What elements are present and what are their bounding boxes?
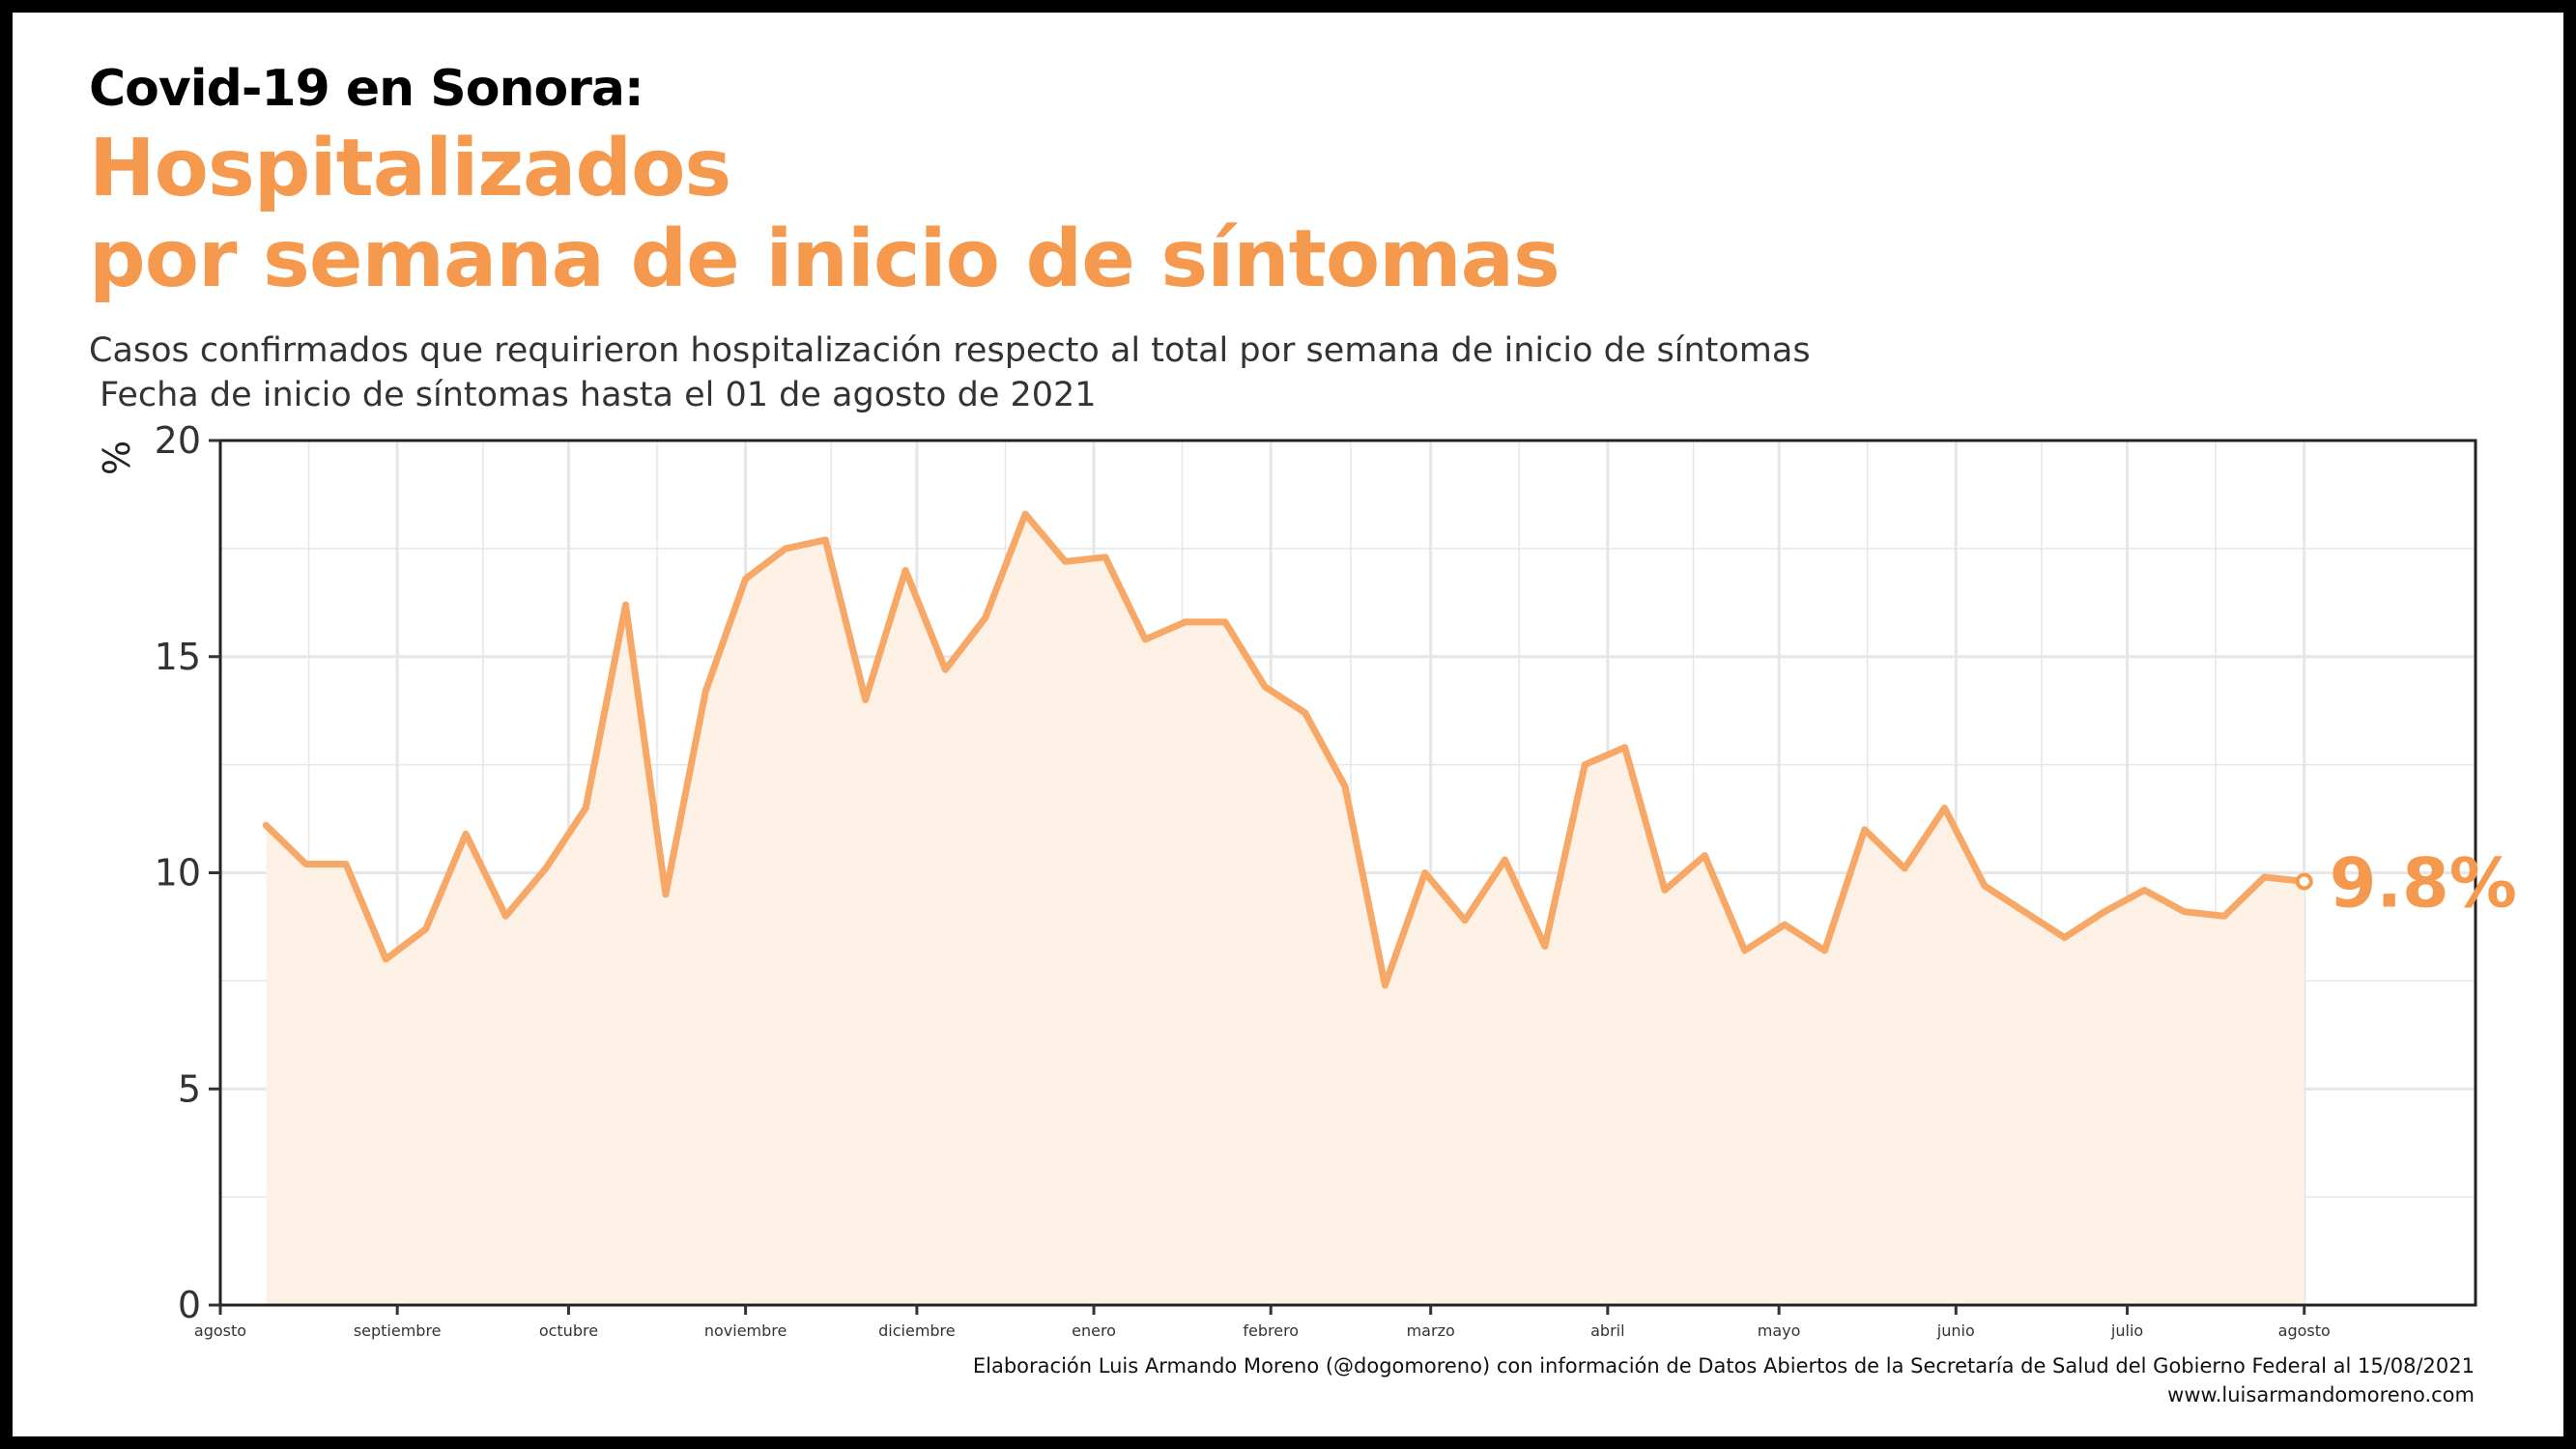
data-point xyxy=(583,805,588,810)
data-point xyxy=(983,614,988,620)
x-tick-label: febrero xyxy=(1243,1321,1299,1340)
data-point xyxy=(702,689,708,695)
data-point xyxy=(1183,619,1188,625)
data-point xyxy=(423,926,429,932)
series-line xyxy=(262,510,2308,989)
data-point xyxy=(1941,805,1947,810)
data-point xyxy=(1422,870,1428,876)
data-point xyxy=(1063,558,1069,564)
data-point xyxy=(2182,909,2188,915)
data-point xyxy=(1662,887,1668,893)
data-point xyxy=(1262,684,1268,690)
data-point xyxy=(1302,710,1308,716)
data-point xyxy=(863,697,869,703)
chart-subtitle-line-1: Casos confirmados que requirieron hospit… xyxy=(89,331,1811,370)
chart-kicker: Covid-19 en Sonora: xyxy=(89,60,644,118)
x-tick-label: marzo xyxy=(1407,1321,1455,1340)
x-tick-label: agosto xyxy=(2278,1321,2331,1340)
data-point xyxy=(1222,619,1228,625)
data-point xyxy=(502,913,508,919)
data-point xyxy=(1542,944,1548,950)
y-tick-label: 20 xyxy=(155,419,201,462)
data-point xyxy=(383,956,388,962)
x-tick-label: abril xyxy=(1590,1321,1624,1340)
data-point xyxy=(1782,922,1788,927)
x-tick-label: octubre xyxy=(539,1321,598,1340)
data-point xyxy=(1702,853,1707,859)
y-tick-label: 0 xyxy=(178,1284,201,1326)
data-point xyxy=(1102,554,1108,560)
data-point xyxy=(2221,913,2227,919)
data-point xyxy=(343,862,349,867)
annotation-layer: 9.8% xyxy=(2295,843,2517,923)
chart-title: Hospitalizados por semana de inicio de s… xyxy=(89,124,1560,305)
last-value-label: 9.8% xyxy=(2330,843,2517,923)
data-point xyxy=(1821,948,1827,953)
chart-subtitle-line-2: Fecha de inicio de síntomas hasta el 01 … xyxy=(89,376,1097,414)
data-point xyxy=(663,892,669,897)
data-point xyxy=(303,862,309,867)
last-point-marker xyxy=(2295,872,2313,891)
data-point xyxy=(1902,866,1907,871)
x-tick-label: diciembre xyxy=(878,1321,956,1340)
y-tick-label: 15 xyxy=(155,636,201,678)
data-point xyxy=(1502,857,1507,863)
y-axis-label: % xyxy=(96,440,138,475)
axis-layer: 0 5 10 15 20 agosto septiembre octubre noviembre… xyxy=(96,419,2331,1340)
chart-title-line-1: Hospitalizados xyxy=(89,123,731,214)
data-point xyxy=(543,866,549,871)
caption: Elaboración Luis Armando Moreno (@dogomo… xyxy=(973,1351,2475,1409)
data-point xyxy=(942,667,948,672)
data-point xyxy=(623,602,629,608)
data-point xyxy=(463,831,469,837)
chart-subtitle: Casos confirmados que requirieron hospit… xyxy=(89,328,1811,417)
caption-credit: Elaboración Luis Armando Moreno (@dogomo… xyxy=(972,1354,2475,1378)
x-tick-label: septiembre xyxy=(354,1321,442,1340)
data-point xyxy=(1862,827,1868,833)
data-point xyxy=(2141,887,2147,893)
x-tick-label: noviembre xyxy=(704,1321,787,1340)
x-tick-label: julio xyxy=(2110,1321,2143,1340)
data-point xyxy=(2062,935,2068,941)
y-tick-label: 10 xyxy=(155,852,201,895)
data-point xyxy=(743,576,749,582)
y-tick-label: 5 xyxy=(178,1067,201,1110)
data-point xyxy=(1342,783,1348,789)
data-point xyxy=(263,822,269,828)
data-point xyxy=(902,567,908,573)
data-point xyxy=(1622,745,1628,751)
data-point xyxy=(1742,948,1748,953)
data-point xyxy=(1982,883,1988,889)
data-point xyxy=(1022,511,1028,517)
data-point xyxy=(783,546,788,552)
x-tick-label: mayo xyxy=(1758,1321,1801,1340)
x-tick-label: enero xyxy=(1072,1321,1116,1340)
x-tick-label: agosto xyxy=(194,1321,246,1340)
x-tick-label: junio xyxy=(1936,1321,1975,1340)
caption-website: www.luisarmandomoreno.com xyxy=(2167,1383,2475,1406)
data-point xyxy=(1142,637,1148,642)
data-point xyxy=(2102,909,2107,915)
area-fill xyxy=(266,514,2304,1305)
chart-title-line-2: por semana de inicio de síntomas xyxy=(89,213,1560,305)
data-point xyxy=(2021,909,2027,915)
data-point xyxy=(822,537,828,543)
data-point xyxy=(1382,982,1388,988)
data-point xyxy=(1462,918,1468,923)
data-point xyxy=(2261,874,2267,880)
data-point xyxy=(1582,762,1588,768)
